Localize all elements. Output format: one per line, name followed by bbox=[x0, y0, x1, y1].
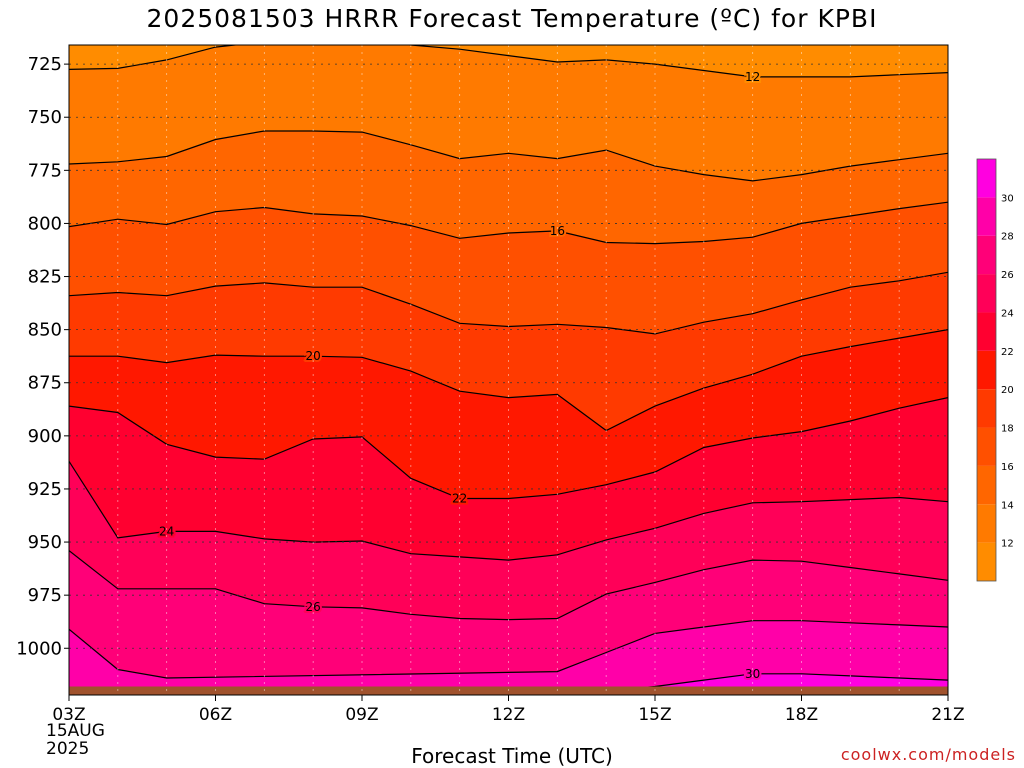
colorbar-frame bbox=[976, 158, 997, 582]
y-tick-label-775: 775 bbox=[28, 160, 62, 181]
date-label-year: 2025 bbox=[46, 739, 90, 759]
x-tick-label-09Z: 09Z bbox=[345, 705, 378, 725]
colorbar-segment-2 bbox=[977, 465, 996, 505]
contour-line-14 bbox=[69, 130, 948, 182]
y-tick-label-875: 875 bbox=[28, 373, 62, 394]
contour-line-20 bbox=[69, 329, 948, 432]
y-tick-label-950: 950 bbox=[28, 532, 62, 553]
x-tick-label-06Z: 06Z bbox=[199, 705, 232, 725]
x-tick-label-15Z: 15Z bbox=[638, 705, 671, 725]
contour-label-30: 30 bbox=[745, 667, 760, 681]
colorbar-label-28: 28 bbox=[1001, 232, 1014, 243]
y-tick-label-725: 725 bbox=[28, 54, 62, 75]
y-tick-label-850: 850 bbox=[28, 320, 62, 341]
contour-line-30 bbox=[606, 673, 948, 692]
colorbar-segment-4 bbox=[977, 389, 996, 428]
date-label: 15AUG 2025 bbox=[46, 722, 105, 758]
contour-label-16: 16 bbox=[550, 224, 565, 238]
contour-label-24: 24 bbox=[159, 524, 174, 538]
x-tick-label-12Z: 12Z bbox=[492, 705, 525, 725]
y-tick-label-975: 975 bbox=[28, 585, 62, 606]
chart-title: 2025081503 HRRR Forecast Temperature (ºC… bbox=[146, 4, 878, 33]
colorbar-label-26: 26 bbox=[1001, 270, 1014, 281]
y-tick-label-750: 750 bbox=[28, 107, 62, 128]
contour-line-12 bbox=[69, 45, 948, 78]
colorbar-segment-1 bbox=[977, 504, 996, 543]
y-tick-label-900: 900 bbox=[28, 426, 62, 447]
colorbar-segment-9 bbox=[977, 197, 996, 236]
x-tick-label-03Z: 03Z bbox=[52, 705, 85, 725]
colorbar-label-18: 18 bbox=[1001, 424, 1014, 435]
colorbar-segment-5 bbox=[977, 350, 996, 390]
y-tick-label-1000: 1000 bbox=[16, 638, 62, 659]
contour-label-12: 12 bbox=[745, 70, 760, 84]
x-tick-label-18Z: 18Z bbox=[785, 705, 818, 725]
date-label-day: 15AUG bbox=[46, 721, 105, 741]
x-axis-label: Forecast Time (UTC) bbox=[411, 744, 613, 768]
colorbar-label-16: 16 bbox=[1001, 462, 1014, 473]
y-tick-label-825: 825 bbox=[28, 267, 62, 288]
contour-line-28 bbox=[69, 620, 948, 679]
colorbar-label-22: 22 bbox=[1001, 347, 1014, 358]
colorbar-label-12: 12 bbox=[1001, 539, 1014, 550]
contour-label-22: 22 bbox=[452, 492, 467, 506]
colorbar-segment-7 bbox=[977, 274, 996, 313]
colorbar-segment-10 bbox=[977, 159, 996, 198]
colorbar-label-20: 20 bbox=[1001, 385, 1014, 396]
colorbar-label-14: 14 bbox=[1001, 500, 1014, 511]
colorbar-segment-0 bbox=[977, 542, 996, 581]
temperature-band-12 bbox=[69, 45, 948, 77]
credit-link[interactable]: coolwx.com/models bbox=[840, 745, 1016, 764]
contour-line-16 bbox=[69, 201, 948, 245]
temperature-band-14 bbox=[69, 45, 948, 181]
contour-label-20: 20 bbox=[306, 349, 321, 363]
x-tick-label-21Z: 21Z bbox=[931, 705, 964, 725]
colorbar-label-24: 24 bbox=[1001, 308, 1014, 319]
y-tick-label-800: 800 bbox=[28, 213, 62, 234]
colorbar-label-30: 30 bbox=[1001, 193, 1014, 204]
colorbar-segment-6 bbox=[977, 312, 996, 351]
colorbar-segment-8 bbox=[977, 235, 996, 275]
colorbar-segment-3 bbox=[977, 427, 996, 466]
y-tick-label-925: 925 bbox=[28, 479, 62, 500]
